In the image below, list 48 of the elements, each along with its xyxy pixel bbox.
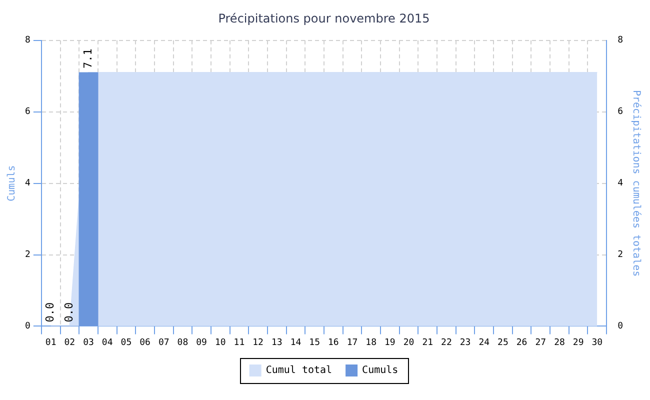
y2-tick-label: 6: [618, 107, 624, 118]
legend-label: Cumuls: [362, 365, 398, 376]
x-tick-label: 21: [422, 338, 434, 348]
x-tick-label: 13: [271, 338, 282, 348]
x-tick-label: 01: [45, 338, 56, 348]
x-tick-label: 12: [252, 338, 264, 348]
x-tick-label: 15: [309, 338, 320, 348]
x-tick-label: 02: [64, 338, 76, 348]
data-label: 7.1: [81, 48, 94, 69]
y-tick-label: 4: [24, 178, 30, 189]
y-axis-title: Cumuls: [6, 165, 18, 202]
x-tick-label: 14: [290, 338, 302, 348]
x-tick-label: 25: [498, 338, 508, 348]
x-tick-label: 19: [384, 338, 396, 348]
x-tick-label: 17: [346, 338, 358, 348]
x-tick-label: 18: [366, 338, 377, 348]
x-tick-label: 22: [441, 338, 452, 348]
x-tick-label: 24: [478, 338, 490, 348]
y2-tick-label: 4: [618, 178, 624, 189]
y-tick-label: 8: [24, 36, 30, 46]
x-tick-label: 27: [535, 338, 546, 348]
legend-label: Cumul total: [266, 365, 332, 376]
x-tick-label: 10: [214, 338, 226, 348]
x-tick-label: 09: [196, 338, 207, 348]
x-tick-label: 30: [592, 338, 603, 348]
x-tick-label: 11: [234, 338, 245, 348]
x-tick-label: 26: [516, 338, 528, 348]
x-tick-label: 06: [140, 338, 150, 348]
x-tick-label: 04: [102, 338, 113, 348]
x-tick-label: 29: [572, 338, 584, 348]
x-tick-label: 20: [403, 338, 414, 348]
x-tick-label: 03: [83, 338, 94, 348]
x-tick-label: 08: [177, 338, 188, 348]
x-tick-label: 16: [328, 338, 339, 348]
y-tick-label: 2: [24, 250, 30, 260]
y2-axis-title: Précipitations cumulées totales: [630, 90, 642, 277]
x-tick-label: 28: [554, 338, 565, 348]
data-label: 0.0: [44, 302, 57, 322]
y2-tick-label: 0: [618, 322, 624, 332]
y-tick-label: 0: [24, 322, 30, 332]
y2-tick-label: 2: [618, 250, 624, 260]
y2-tick-label: 8: [618, 36, 624, 46]
data-label: 0.0: [62, 302, 76, 322]
chart-title: Précipitations pour novembre 2015: [218, 11, 430, 26]
x-tick-label: 23: [460, 338, 471, 348]
y-tick-label: 6: [24, 107, 30, 118]
x-tick-label: 07: [158, 338, 170, 348]
x-tick-label: 05: [120, 338, 132, 348]
